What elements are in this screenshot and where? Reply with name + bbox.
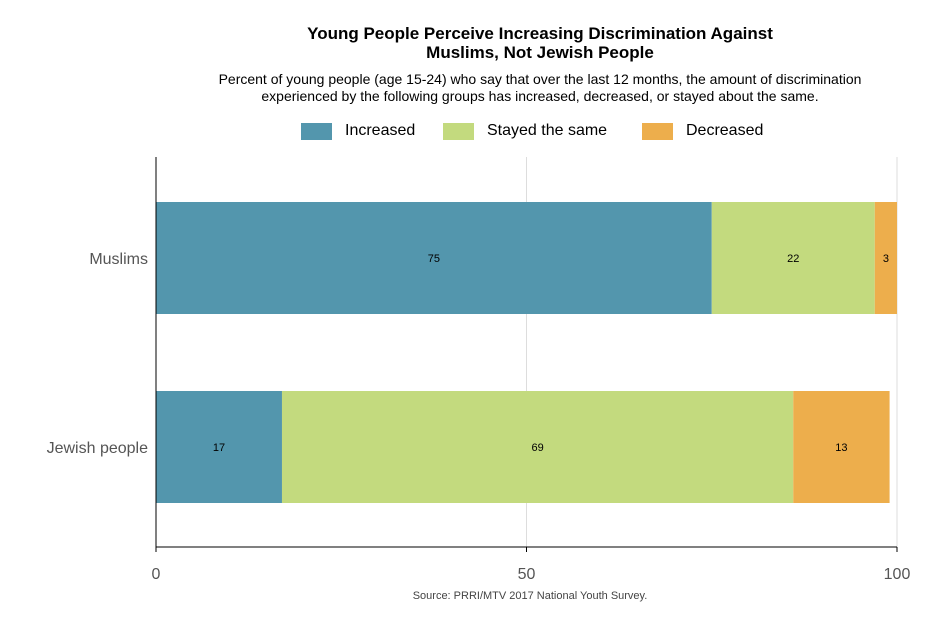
bar-label-muslims-increased: 75 [428, 253, 440, 265]
legend-label-decreased: Decreased [686, 122, 764, 139]
legend-item-decreased[interactable]: Decreased [642, 122, 763, 140]
category-label-muslims: Muslims [89, 251, 148, 268]
legend-label-increased: Increased [345, 122, 416, 139]
bar-label-jewish-people-decreased: 13 [835, 442, 847, 454]
bar-muslims-stayed-the-same [711, 202, 875, 314]
chart-title-line-1: Young People Perceive Increasing Discrim… [307, 24, 773, 43]
chart-title-line-2: Muslims, Not Jewish People [426, 43, 654, 62]
legend-item-increased[interactable]: Increased [301, 122, 415, 140]
legend-swatch-stayed-the-same [443, 122, 474, 140]
bar-label-jewish-people-stayed-the-same: 69 [531, 442, 543, 454]
bar-jewish-people-increased [156, 391, 282, 503]
legend-swatch-decreased [642, 122, 673, 140]
bar-muslims-decreased [874, 202, 897, 314]
legend-item-stayed-the-same[interactable]: Stayed the same [443, 122, 607, 140]
bar-jewish-people-decreased [793, 391, 890, 503]
chart-subtitle-line-2: experienced by the following groups has … [261, 88, 819, 104]
chart-legend: Increased Stayed the same Decreased [0, 122, 942, 144]
category-label-jewish-people: Jewish people [47, 440, 149, 457]
bar-label-muslims-stayed-the-same: 22 [787, 253, 799, 265]
x-tick-label-50: 50 [518, 566, 536, 583]
legend-swatch-increased [301, 122, 332, 140]
bar-label-jewish-people-increased: 17 [213, 442, 225, 454]
chart-subtitle: Percent of young people (age 15-24) who … [140, 71, 940, 105]
x-tick-label-0: 0 [152, 566, 161, 583]
bar-jewish-people-stayed-the-same [281, 391, 794, 503]
chart-subtitle-line-1: Percent of young people (age 15-24) who … [218, 71, 862, 87]
legend-label-stayed-the-same: Stayed the same [487, 122, 608, 139]
chart-source: Source: PRRI/MTV 2017 National Youth Sur… [412, 590, 648, 602]
chart-title: Young People Perceive Increasing Discrim… [200, 24, 880, 62]
bar-muslims-increased [156, 202, 712, 314]
x-tick-label-100: 100 [884, 566, 911, 583]
bar-label-muslims-decreased: 3 [883, 253, 889, 265]
